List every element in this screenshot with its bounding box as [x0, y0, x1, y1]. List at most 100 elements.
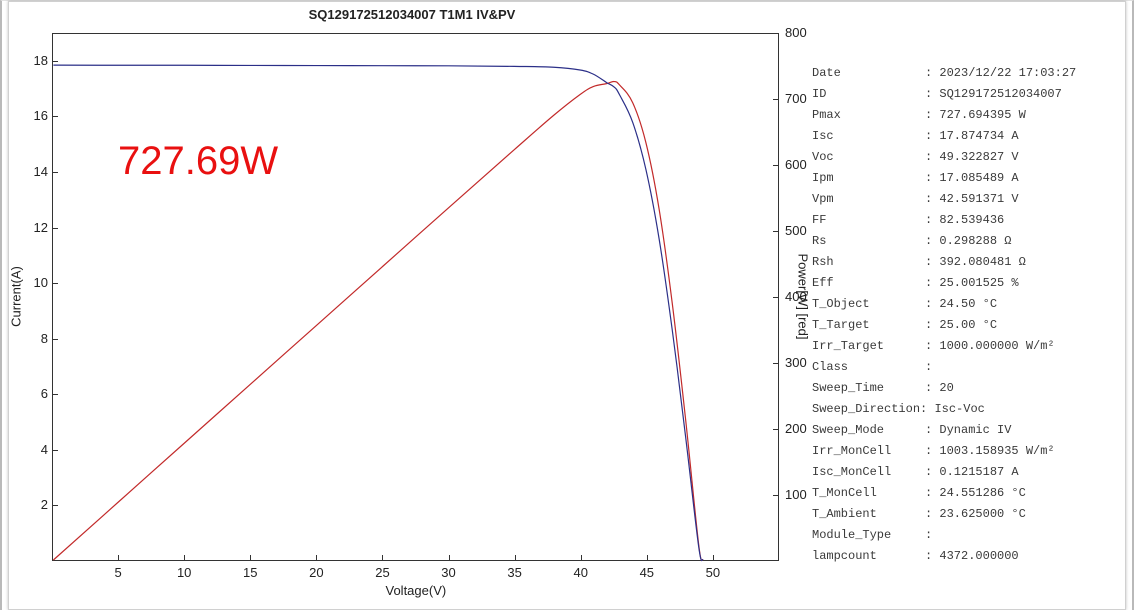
axis-tick [773, 33, 779, 34]
measurement-row: IDSQ129172512034007 [812, 84, 1116, 105]
measurement-row: Eff25.001525 % [812, 273, 1116, 294]
chart-title: SQ129172512034007 T1M1 IV&PV [2, 7, 822, 22]
pmax-annotation: 727.69W [118, 139, 278, 184]
axis-tick-label: 20 [309, 565, 323, 580]
axis-tick-label: 2 [18, 497, 48, 512]
axis-tick-label: 30 [441, 565, 455, 580]
axis-tick [713, 555, 714, 561]
measurement-row: Isc17.874734 A [812, 126, 1116, 147]
measurement-value: 42.591371 V [925, 189, 1019, 210]
measurement-key: T_MonCell [812, 483, 925, 504]
measurement-key: Class [812, 357, 925, 378]
measurement-value: 20 [925, 378, 954, 399]
measurement-value: 49.322827 V [925, 147, 1019, 168]
measurement-row: Sweep_ModeDynamic IV [812, 420, 1116, 441]
axis-tick-label: 35 [507, 565, 521, 580]
axis-tick-label: 300 [785, 355, 807, 370]
axis-tick [250, 555, 251, 561]
axis-tick-label: 12 [18, 220, 48, 235]
measurement-value: 4372.000000 [925, 546, 1019, 567]
measurement-row: Vpm42.591371 V [812, 189, 1116, 210]
measurement-row: T_Target25.00 °C [812, 315, 1116, 336]
axis-tick [184, 555, 185, 561]
axis-tick [773, 297, 779, 298]
axis-tick [773, 231, 779, 232]
axis-tick-label: 15 [243, 565, 257, 580]
axis-tick [449, 555, 450, 561]
axis-tick-label: 500 [785, 223, 807, 238]
measurement-key: Sweep_Direction [812, 399, 920, 420]
measurement-key: Voc [812, 147, 925, 168]
chart-svg [53, 34, 778, 560]
measurement-key: Isc [812, 126, 925, 147]
measurement-value: 2023/12/22 17:03:27 [925, 63, 1076, 84]
axis-tick-label: 18 [18, 53, 48, 68]
measurement-value: 25.00 °C [925, 315, 997, 336]
measurement-key: Sweep_Time [812, 378, 925, 399]
axis-tick [52, 172, 58, 173]
measurement-row: Rs0.298288 Ω [812, 231, 1116, 252]
measurement-value: SQ129172512034007 [925, 84, 1062, 105]
measurement-value: 0.298288 Ω [925, 231, 1011, 252]
measurement-panel: Date2023/12/22 17:03:27IDSQ1291725120340… [812, 63, 1116, 567]
measurement-key: Rs [812, 231, 925, 252]
axis-tick-label: 10 [177, 565, 191, 580]
measurement-key: ID [812, 84, 925, 105]
axis-tick-label: 8 [18, 331, 48, 346]
measurement-value: Dynamic IV [925, 420, 1011, 441]
axis-tick-label: 50 [706, 565, 720, 580]
measurement-value: 0.1215187 A [925, 462, 1019, 483]
axis-tick-label: 14 [18, 164, 48, 179]
axis-tick-label: 200 [785, 421, 807, 436]
axis-tick [581, 555, 582, 561]
measurement-row: T_MonCell24.551286 °C [812, 483, 1116, 504]
chart-plot-area: 727.69W [52, 33, 779, 561]
measurement-value: 24.551286 °C [925, 483, 1026, 504]
axis-tick-label: 40 [573, 565, 587, 580]
measurement-key: Eff [812, 273, 925, 294]
axis-tick [52, 61, 58, 62]
measurement-value: 17.874734 A [925, 126, 1019, 147]
measurement-row: Ipm17.085489 A [812, 168, 1116, 189]
measurement-key: T_Ambient [812, 504, 925, 525]
axis-tick [773, 363, 779, 364]
measurement-row: Isc_MonCell0.1215187 A [812, 462, 1116, 483]
measurement-row: Rsh392.080481 Ω [812, 252, 1116, 273]
app-frame: SQ129172512034007 T1M1 IV&PV 727.69W Cur… [0, 0, 1134, 610]
measurement-row: Irr_MonCell1003.158935 W/m² [812, 441, 1116, 462]
axis-tick [52, 339, 58, 340]
measurement-key: lampcount [812, 546, 925, 567]
axis-tick-label: 4 [18, 442, 48, 457]
measurement-value: 17.085489 A [925, 168, 1019, 189]
axis-tick [52, 283, 58, 284]
measurement-row: Voc49.322827 V [812, 147, 1116, 168]
measurement-key: Ipm [812, 168, 925, 189]
measurement-row: lampcount4372.000000 [812, 546, 1116, 567]
x-axis-label: Voltage(V) [386, 583, 447, 598]
measurement-value: 392.080481 Ω [925, 252, 1026, 273]
axis-tick [647, 555, 648, 561]
measurement-key: Irr_Target [812, 336, 925, 357]
axis-tick [52, 394, 58, 395]
measurement-value: 1003.158935 W/m² [925, 441, 1055, 462]
axis-tick-label: 5 [114, 565, 121, 580]
axis-tick [52, 228, 58, 229]
axis-tick [515, 555, 516, 561]
axis-tick-label: 16 [18, 108, 48, 123]
axis-tick [52, 450, 58, 451]
measurement-value: 24.50 °C [925, 294, 997, 315]
measurement-value: 1000.000000 W/m² [925, 336, 1055, 357]
measurement-row: Module_Type [812, 525, 1116, 546]
measurement-row: Class [812, 357, 1116, 378]
measurement-row: FF82.539436 [812, 210, 1116, 231]
axis-tick-label: 25 [375, 565, 389, 580]
measurement-key: FF [812, 210, 925, 231]
measurement-key: Vpm [812, 189, 925, 210]
axis-tick-label: 700 [785, 91, 807, 106]
axis-tick-label: 45 [640, 565, 654, 580]
measurement-value: 23.625000 °C [925, 504, 1026, 525]
axis-tick [52, 505, 58, 506]
axis-tick-label: 400 [785, 289, 807, 304]
axis-tick [118, 555, 119, 561]
measurement-row: Date2023/12/22 17:03:27 [812, 63, 1116, 84]
